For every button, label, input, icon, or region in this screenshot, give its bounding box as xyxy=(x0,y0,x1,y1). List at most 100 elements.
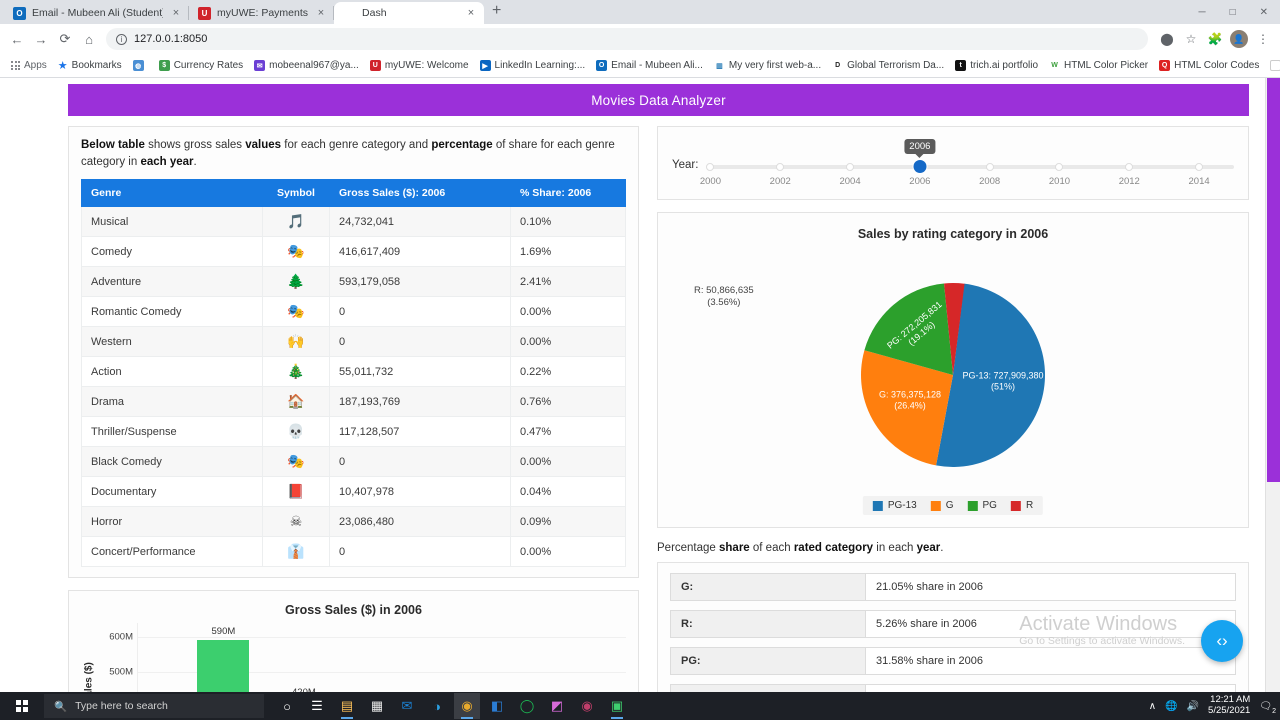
update-icon[interactable]: ⬤ xyxy=(1160,32,1174,46)
year-slider[interactable]: 2000 2002 2004 2006 2008 2010 2012 2014 2006 xyxy=(700,139,1234,189)
pie-chart-graphic[interactable]: PG-13: 727,909,380 (51%) G: 376,375,128 (26… xyxy=(853,275,1053,480)
bar[interactable] xyxy=(197,639,250,692)
pie-slice[interactable] xyxy=(861,350,953,466)
bookmark-dash-bootstrap[interactable]: Dash Bootstrap Co... xyxy=(1265,58,1280,73)
tray-chevron-icon[interactable]: ∧ xyxy=(1148,700,1157,712)
bookmark-html-color-picker[interactable]: W HTML Color Picker xyxy=(1044,58,1153,73)
column-header-gross-sales[interactable]: Gross Sales ($): 2006 xyxy=(329,179,511,208)
share-value[interactable]: 42.11% share in 2006 xyxy=(866,684,1236,692)
bookmark-email-mubeen[interactable]: O Email - Mubeen Ali... xyxy=(591,58,708,73)
slider-tick-dot[interactable] xyxy=(1195,163,1204,171)
table-row[interactable]: Horror ☠ 23,086,480 0.09% xyxy=(81,506,626,538)
extensions-icon[interactable]: 🧩 xyxy=(1207,32,1223,46)
windows-start-icon[interactable] xyxy=(0,692,44,720)
slider-track[interactable] xyxy=(710,165,1234,169)
bookmark-trichai-portfolio[interactable]: t trich.ai portfolio xyxy=(950,58,1043,73)
spotify-icon[interactable]: ◯ xyxy=(514,693,540,719)
forward-icon[interactable]: → xyxy=(34,31,48,47)
slider-tick-dot[interactable] xyxy=(776,163,785,171)
menu-icon[interactable]: ⋮ xyxy=(1257,32,1269,46)
bookmark-apps[interactable]: Apps xyxy=(6,58,52,73)
slider-tick-dot[interactable] xyxy=(985,163,994,171)
bookmark-html-color-codes[interactable]: Q HTML Color Codes xyxy=(1154,58,1264,73)
pie-slice[interactable] xyxy=(944,283,965,375)
address-bar[interactable]: i 127.0.0.1:8050 xyxy=(106,28,1148,50)
column-header-share[interactable]: % Share: 2006 xyxy=(510,179,626,208)
bookmark-linkedin-learning[interactable]: ▶ LinkedIn Learning:... xyxy=(475,58,591,73)
mail-icon[interactable]: ✉ xyxy=(394,693,420,719)
legend-item[interactable]: PG xyxy=(967,500,997,511)
table-row[interactable]: Romantic Comedy 🎭 0 0.00% xyxy=(81,296,626,328)
pycharm-icon[interactable]: ▣ xyxy=(604,693,630,719)
slider-tick-dot[interactable] xyxy=(1055,163,1064,171)
share-value[interactable]: 21.05% share in 2006 xyxy=(866,573,1236,601)
table-row[interactable]: Action 🎄 55,011,732 0.22% xyxy=(81,356,626,388)
table-row[interactable]: Musical 🎵 24,732,041 0.10% xyxy=(81,206,626,238)
column-header-symbol[interactable]: Symbol xyxy=(262,179,330,208)
network-icon[interactable]: 🌐 xyxy=(1165,700,1178,712)
close-window-button[interactable]: ✕ xyxy=(1259,6,1268,18)
bookmark-bookmarks[interactable]: ★ Bookmarks xyxy=(53,57,127,74)
notifications-icon[interactable]: 🗨 2 xyxy=(1259,700,1276,715)
reload-icon[interactable]: ⟳ xyxy=(59,31,71,46)
table-row[interactable]: Adventure 🌲 593,179,058 2.41% xyxy=(81,266,626,298)
table-row[interactable]: Concert/Performance 👔 0 0.00% xyxy=(81,536,626,568)
file-explorer-icon[interactable]: ▤ xyxy=(334,693,360,719)
bookmark-globe[interactable]: ◍ xyxy=(128,58,153,73)
microsoft-store-icon[interactable]: ▦ xyxy=(364,693,390,719)
pie-chart-legend[interactable]: PG-13 G PG R xyxy=(862,496,1044,515)
bar-chart-plot[interactable]: Gross Sales ($) 600M500M400M300M 590M420… xyxy=(81,623,626,692)
pie-slice[interactable] xyxy=(864,283,953,375)
slider-tick-dot[interactable] xyxy=(1125,163,1134,171)
taskbar-search-input[interactable]: 🔍 Type here to search xyxy=(44,694,264,718)
share-value[interactable]: 31.58% share in 2006 xyxy=(866,647,1236,675)
table-row[interactable]: Thriller/Suspense 💀 117,128,507 0.47% xyxy=(81,416,626,448)
bookmark-currency-rates[interactable]: $ Currency Rates xyxy=(154,58,248,73)
table-row[interactable]: Comedy 🎭 416,617,409 1.69% xyxy=(81,236,626,268)
page-scrollbar[interactable] xyxy=(1265,78,1280,692)
tab-close-icon[interactable]: × xyxy=(467,7,475,19)
slider-tick-dot[interactable] xyxy=(846,163,855,171)
volume-icon[interactable]: 🔊 xyxy=(1186,700,1200,712)
slider-handle[interactable] xyxy=(913,160,927,173)
bookmark-my-first-webapp[interactable]: ▥ My very first web-a... xyxy=(709,58,826,73)
column-header-genre[interactable]: Genre xyxy=(81,179,263,208)
share-value[interactable]: 5.26% share in 2006 xyxy=(866,610,1236,638)
star-icon[interactable]: ☆ xyxy=(1185,32,1197,46)
edge-icon[interactable]: ◑ xyxy=(424,693,450,719)
table-row[interactable]: Documentary 📕 10,407,978 0.04% xyxy=(81,476,626,508)
bookmark-yahoo-mail[interactable]: ✉ mobeenal967@ya... xyxy=(249,58,364,73)
slider-tick-dot[interactable] xyxy=(706,163,715,171)
table-row[interactable]: Drama 🏠 187,193,769 0.76% xyxy=(81,386,626,418)
taskbar-clock[interactable]: 12:21 AM 5/25/2021 xyxy=(1208,694,1250,717)
chrome-icon[interactable]: ◉ xyxy=(454,693,480,719)
tab-close-icon[interactable]: × xyxy=(172,7,180,19)
tab-close-icon[interactable]: × xyxy=(317,7,325,19)
legend-item[interactable]: PG-13 xyxy=(872,500,917,511)
code-brackets-icon[interactable]: ‹› xyxy=(1201,620,1243,662)
paint3d-icon[interactable]: ◩ xyxy=(544,693,570,719)
profile-avatar[interactable]: 👤 xyxy=(1228,28,1250,50)
record-icon[interactable]: ◉ xyxy=(574,693,600,719)
home-icon[interactable]: ⌂ xyxy=(85,31,93,47)
browser-tab-myuwe[interactable]: U myUWE: Payments × xyxy=(189,2,335,24)
site-info-icon[interactable]: i xyxy=(116,33,127,45)
browser-tab-email[interactable]: O Email - Mubeen Ali (Student) - O × xyxy=(4,2,189,24)
minimize-window-button[interactable]: ─ xyxy=(1198,6,1206,18)
bookmark-global-terrorism[interactable]: D Global Terrorism Da... xyxy=(827,58,949,73)
legend-item[interactable]: R xyxy=(1010,500,1033,511)
browser-tab-dash[interactable]: ▥ Dash × xyxy=(334,2,485,24)
bookmark-myuwe-welcome[interactable]: U myUWE: Welcome xyxy=(365,58,474,73)
scrollbar-thumb[interactable] xyxy=(1267,78,1280,482)
maximize-window-button[interactable]: □ xyxy=(1229,6,1236,18)
cortana-icon[interactable]: ○ xyxy=(274,693,300,719)
word-icon[interactable]: ◧ xyxy=(484,693,510,719)
word-icon-glyph: ◧ xyxy=(490,698,504,713)
pie-slice[interactable] xyxy=(936,283,1045,467)
table-row[interactable]: Western 🙌 0 0.00% xyxy=(81,326,626,358)
back-icon[interactable]: ← xyxy=(10,31,24,47)
legend-item[interactable]: G xyxy=(930,500,954,511)
table-row[interactable]: Black Comedy 🎭 0 0.00% xyxy=(81,446,626,478)
task-view-icon[interactable]: ☰ xyxy=(304,693,330,719)
new-tab-button[interactable]: + xyxy=(492,2,502,19)
